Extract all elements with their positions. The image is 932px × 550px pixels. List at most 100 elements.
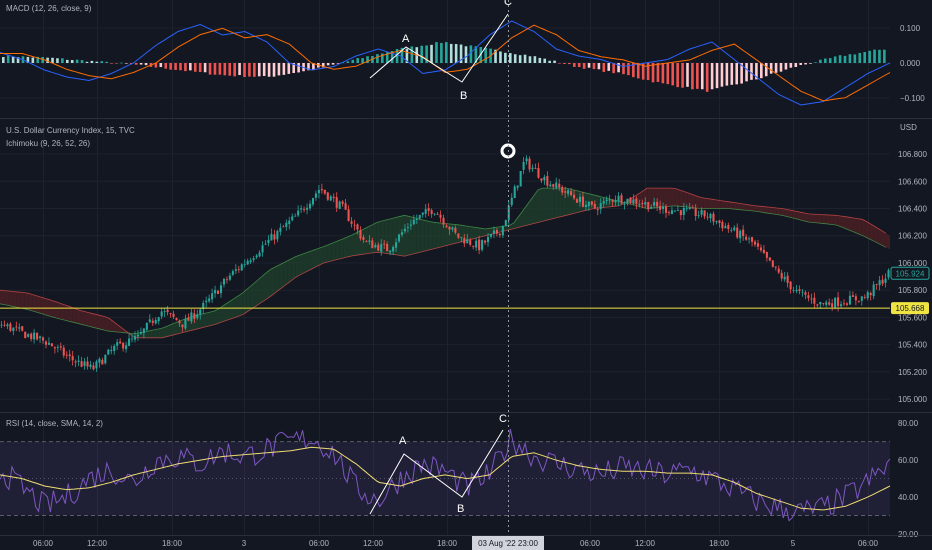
candle-body bbox=[578, 196, 582, 203]
candle-body bbox=[842, 303, 846, 305]
macd-hist-bar bbox=[95, 61, 99, 63]
candle-body bbox=[418, 214, 421, 219]
macd-hist-bar bbox=[346, 61, 350, 63]
candle-body bbox=[484, 240, 487, 243]
candle-body bbox=[605, 199, 608, 201]
candle-body bbox=[848, 295, 851, 305]
macd-tick-label: 0.100 bbox=[900, 24, 921, 33]
candle-body bbox=[421, 212, 424, 215]
macd-hist-bar bbox=[139, 63, 143, 65]
macd-point-b: B bbox=[460, 90, 467, 102]
macd-hist-bar bbox=[572, 63, 576, 67]
candle-body bbox=[632, 199, 635, 204]
candle-body bbox=[163, 311, 166, 312]
macd-hist-bar bbox=[36, 56, 40, 63]
rsi-point-c: C bbox=[499, 413, 507, 425]
candle-body bbox=[148, 319, 151, 322]
candle-body bbox=[237, 268, 240, 270]
candle-body bbox=[840, 304, 843, 307]
candle-body bbox=[196, 314, 199, 318]
candle-body bbox=[759, 247, 762, 251]
macd-hist-bar bbox=[154, 63, 158, 68]
macd-hist-bar bbox=[100, 61, 104, 63]
rsi-point-b: B bbox=[457, 503, 464, 515]
macd-hist-bar bbox=[858, 52, 862, 63]
macd-hist-bar bbox=[85, 61, 89, 63]
time-tick-label: 12:00 bbox=[635, 539, 656, 548]
candle-body bbox=[700, 209, 703, 215]
macd-hist-bar bbox=[705, 63, 709, 92]
macd-hist-bar bbox=[2, 57, 5, 63]
candle-body bbox=[742, 229, 745, 237]
macd-hist-bar bbox=[883, 49, 886, 63]
macd-hist-bar bbox=[440, 42, 443, 63]
candle-body bbox=[303, 208, 306, 210]
candle-body bbox=[789, 281, 792, 290]
candle-body bbox=[12, 327, 15, 331]
macd-hist-bar bbox=[617, 63, 620, 73]
candle-body bbox=[756, 243, 760, 247]
time-tick-label: 18:00 bbox=[437, 539, 458, 548]
candle-body bbox=[436, 214, 439, 215]
candle-body bbox=[614, 200, 617, 203]
candle-body bbox=[866, 292, 869, 299]
candle-body bbox=[219, 285, 223, 294]
candle-body bbox=[273, 234, 276, 240]
price-pane: U.S. Dollar Currency Index, 15, TVC Ichi… bbox=[0, 123, 930, 404]
candle-body bbox=[21, 326, 24, 331]
candle-body bbox=[329, 196, 332, 201]
rsi-line bbox=[0, 428, 891, 522]
macd-hist-bar bbox=[312, 63, 315, 71]
candle-body bbox=[736, 227, 739, 238]
candle-body bbox=[481, 240, 484, 250]
candle-body bbox=[771, 260, 774, 267]
macd-hist-bar bbox=[16, 57, 20, 63]
macd-hist-bar bbox=[760, 63, 763, 79]
candle-body bbox=[30, 333, 33, 340]
candle-body bbox=[110, 349, 113, 352]
candle-body bbox=[119, 341, 122, 344]
candle-body bbox=[258, 252, 261, 257]
macd-hist-bar bbox=[75, 59, 79, 63]
candle-body bbox=[166, 309, 169, 313]
macd-hist-bar bbox=[499, 51, 502, 63]
macd-hist-bar bbox=[696, 63, 699, 89]
macd-hist-bar bbox=[189, 63, 192, 71]
candle-body bbox=[86, 361, 89, 367]
candle-body bbox=[116, 342, 119, 346]
macd-hist-bar bbox=[410, 46, 414, 63]
candle-body bbox=[662, 206, 665, 210]
macd-hist-bar bbox=[656, 63, 660, 82]
candle-body bbox=[214, 290, 217, 294]
last-price-badge: 105.924 bbox=[890, 266, 930, 280]
macd-hist-bar bbox=[710, 63, 714, 90]
candle-body bbox=[774, 266, 777, 268]
candle-body bbox=[887, 270, 890, 278]
candle-body bbox=[211, 293, 214, 300]
macd-abc-pattern bbox=[369, 13, 509, 83]
candle-body bbox=[570, 191, 573, 196]
candle-body bbox=[68, 354, 71, 357]
rsi-tick-label: 60.00 bbox=[898, 456, 919, 465]
candle-body bbox=[670, 210, 673, 214]
candle-body bbox=[190, 312, 193, 322]
candle-body bbox=[555, 182, 558, 189]
price-grid bbox=[0, 153, 890, 400]
macd-hist-bar bbox=[257, 63, 261, 77]
macd-hist-bar bbox=[390, 51, 394, 63]
macd-hist-bar bbox=[248, 63, 251, 77]
candle-body bbox=[403, 228, 406, 232]
candle-body bbox=[178, 320, 181, 324]
candle-body bbox=[552, 184, 555, 187]
macd-point-c: C bbox=[504, 0, 512, 8]
candle-body bbox=[228, 275, 231, 280]
candle-body bbox=[347, 209, 350, 222]
macd-hist-bar bbox=[784, 63, 788, 70]
macd-hist-bar bbox=[661, 63, 665, 84]
macd-hist-bar bbox=[454, 44, 458, 63]
candle-body bbox=[400, 232, 404, 235]
candle-body bbox=[175, 317, 178, 321]
price-y-axis: 106.800 106.600 106.400 106.200 106.000 105.8… bbox=[898, 150, 927, 404]
macd-hist-bar bbox=[134, 63, 138, 65]
macd-hist-bar bbox=[262, 63, 266, 76]
